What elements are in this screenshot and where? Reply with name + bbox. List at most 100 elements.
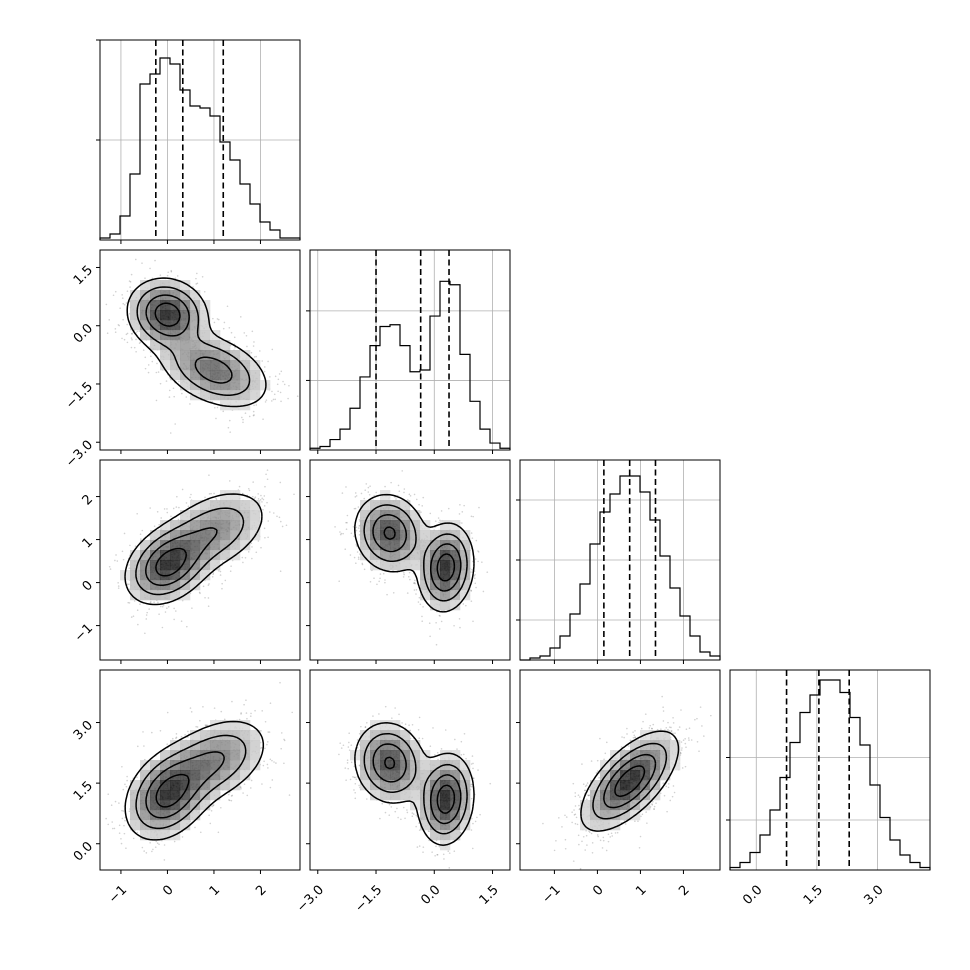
sample-point xyxy=(161,626,164,629)
density-cell xyxy=(190,320,201,331)
density-cell xyxy=(130,300,141,311)
density-cell xyxy=(170,290,181,301)
sample-point xyxy=(358,519,361,521)
sample-point xyxy=(208,583,210,585)
sample-point xyxy=(461,522,463,524)
sample-point xyxy=(434,520,437,522)
sample-point xyxy=(149,351,152,353)
density-cell xyxy=(190,520,201,531)
sample-point xyxy=(223,321,226,324)
density-cell xyxy=(160,350,171,361)
density-cell xyxy=(170,350,181,361)
sample-point xyxy=(375,491,377,494)
density-cell xyxy=(190,510,201,521)
density-cell xyxy=(450,550,461,561)
sample-point xyxy=(121,294,123,296)
sample-point xyxy=(172,507,175,510)
density-cell xyxy=(130,580,141,591)
sample-point xyxy=(155,399,158,402)
sample-point xyxy=(395,498,397,500)
sample-point xyxy=(187,505,190,508)
sample-point xyxy=(132,615,135,617)
sample-point xyxy=(279,498,281,500)
density-cell xyxy=(250,370,261,381)
sample-point xyxy=(279,570,282,573)
density-cell xyxy=(140,310,151,321)
sample-point xyxy=(257,540,260,542)
sample-point xyxy=(142,349,145,351)
density-cell xyxy=(410,510,421,521)
scatter-panel-3-0 xyxy=(96,669,301,874)
density-cell xyxy=(380,550,391,561)
density-cell xyxy=(170,540,181,551)
contour-level-3 xyxy=(383,526,456,582)
sample-point xyxy=(269,511,271,513)
sample-point xyxy=(131,338,133,341)
sample-point xyxy=(186,625,188,628)
density-cell xyxy=(430,530,441,541)
density-cell xyxy=(390,500,401,511)
sample-point xyxy=(244,556,247,559)
sample-point xyxy=(135,350,137,353)
density-cell xyxy=(160,360,171,371)
sample-point xyxy=(471,537,474,539)
sample-point xyxy=(175,610,177,612)
sample-point xyxy=(136,512,138,515)
sample-point xyxy=(158,613,160,616)
sample-point xyxy=(164,611,167,613)
density-cell xyxy=(220,370,231,381)
sample-point xyxy=(435,643,438,646)
sample-point xyxy=(345,528,348,531)
scatter-content-2-0 xyxy=(108,469,295,635)
sample-point xyxy=(392,592,395,594)
sample-point xyxy=(461,511,464,513)
sample-point xyxy=(473,575,476,577)
sample-point xyxy=(365,483,368,485)
histogram-frame-3 xyxy=(729,669,931,871)
contour-level-0 xyxy=(354,493,475,613)
sample-point xyxy=(147,371,150,374)
sample-point xyxy=(252,410,255,413)
sample-point xyxy=(173,607,175,610)
sample-point xyxy=(181,392,183,395)
sample-point xyxy=(353,556,356,559)
density-cell xyxy=(220,500,231,511)
sample-point xyxy=(136,609,139,611)
contour-level-2 xyxy=(145,294,233,384)
density-cell xyxy=(230,350,241,361)
density-cell xyxy=(420,560,431,571)
density-cell xyxy=(400,520,411,531)
sample-point xyxy=(277,378,280,381)
sample-point xyxy=(130,273,133,276)
sample-point xyxy=(355,543,358,546)
density-cell xyxy=(140,540,151,551)
sample-point xyxy=(230,565,232,567)
sample-point xyxy=(222,327,225,330)
sample-point xyxy=(438,521,440,524)
density-cell xyxy=(210,360,221,371)
sample-point xyxy=(472,620,474,623)
density-cell xyxy=(160,520,171,531)
sample-point xyxy=(177,518,180,521)
sample-point xyxy=(241,492,244,495)
density-cell xyxy=(200,550,211,561)
density-cell xyxy=(140,560,151,571)
sample-point xyxy=(382,572,385,575)
density-cell xyxy=(400,560,411,571)
sample-point xyxy=(166,607,168,609)
density-cell xyxy=(170,370,181,381)
density-cell xyxy=(400,540,411,551)
density-cell xyxy=(440,520,451,531)
sample-point xyxy=(178,506,180,509)
sample-point xyxy=(266,469,269,471)
density-cell xyxy=(150,560,161,571)
sample-point xyxy=(133,346,136,349)
sample-point xyxy=(238,485,241,488)
sample-point xyxy=(108,565,111,568)
sample-point xyxy=(246,794,249,797)
density-cell xyxy=(240,500,251,511)
sample-point xyxy=(363,568,366,571)
sample-point xyxy=(369,580,372,583)
sample-point xyxy=(438,614,441,617)
density-cell xyxy=(240,380,251,391)
